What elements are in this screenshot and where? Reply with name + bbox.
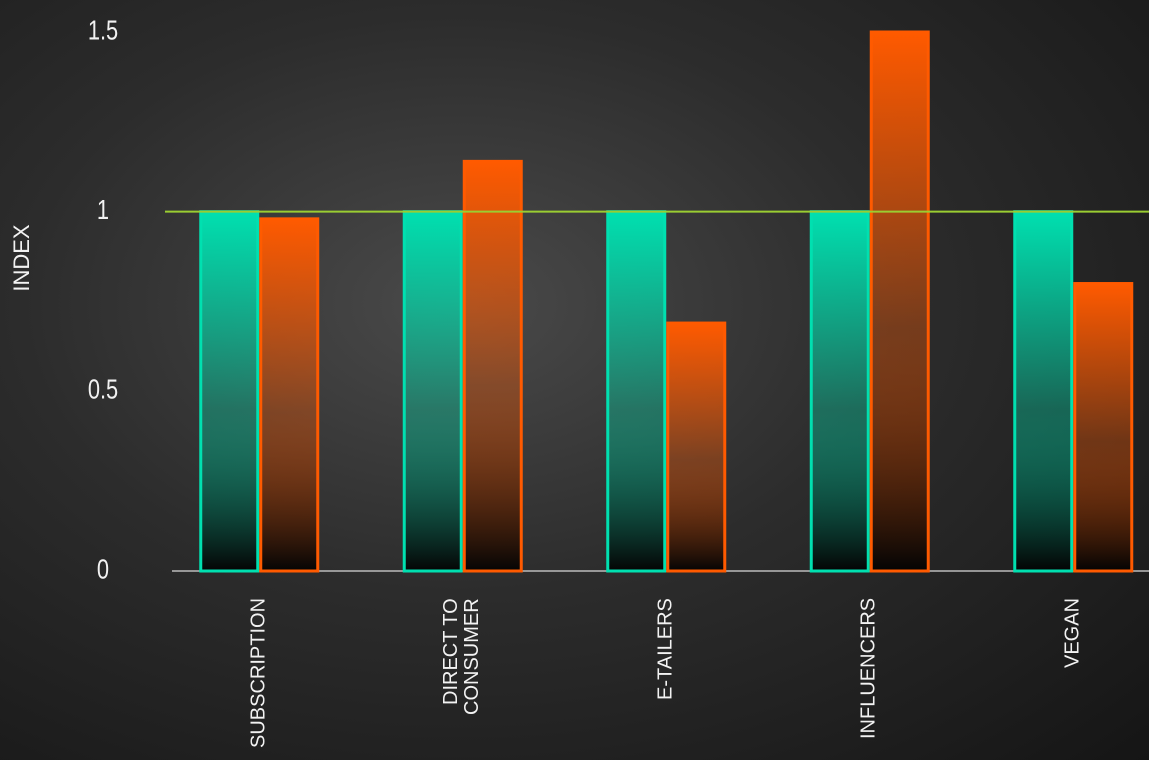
bar	[1013, 210, 1074, 573]
y-tick-label: 0	[97, 554, 109, 585]
x-tick-label: DIRECT TO CONSUMER	[440, 598, 484, 715]
y-axis-label: INDEX	[9, 224, 34, 292]
bar	[259, 217, 320, 573]
bar	[666, 321, 727, 573]
bar	[462, 159, 523, 573]
bar	[402, 210, 463, 573]
bar	[809, 210, 870, 573]
x-tick-label: INFLUENCERS	[857, 598, 880, 740]
x-tick-label: E-TAILERS	[654, 598, 677, 700]
bar	[869, 30, 930, 573]
x-tick-label: VEGAN	[1061, 598, 1084, 669]
y-tick-label: 0.5	[88, 374, 118, 405]
x-tick-label: SUBSCRIPTION	[247, 598, 270, 749]
y-tick-label: 1.5	[88, 15, 118, 46]
y-tick-label: 1	[97, 195, 109, 226]
bar	[199, 210, 260, 573]
bar	[606, 210, 667, 573]
bar	[1073, 282, 1134, 573]
